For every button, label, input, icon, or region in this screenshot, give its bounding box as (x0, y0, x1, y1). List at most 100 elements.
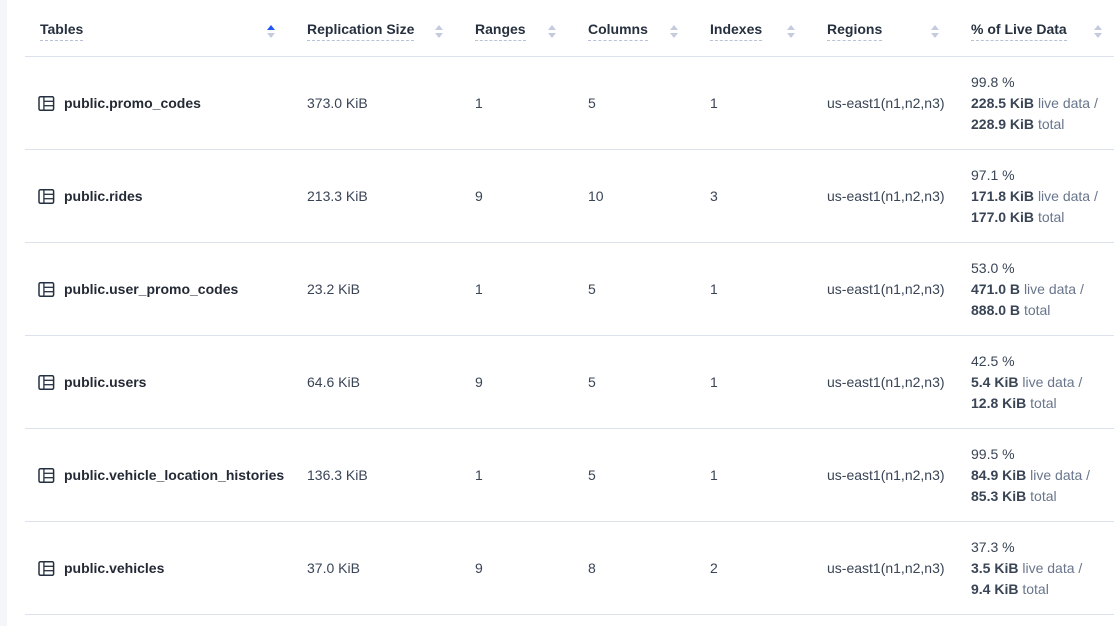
total-size-label: total (1030, 487, 1057, 504)
total-size-line: 12.8 KiB total (971, 393, 1108, 414)
regions-cell: us-east1(n1,n2,n3) (827, 188, 945, 204)
table-name-link[interactable]: public.vehicle_location_histories (64, 467, 285, 483)
total-size-line: 888.0 B total (971, 300, 1108, 321)
total-size-label: total (1037, 115, 1065, 132)
table-row: public.vehicle_location_histories 136.3 … (25, 429, 1114, 522)
ranges-cell: 1 (475, 281, 483, 297)
live-size-line: 228.5 KiB live data / (971, 93, 1108, 114)
table-icon (38, 467, 55, 484)
sort-arrows-icon (435, 24, 443, 38)
sort-arrows-icon (1094, 24, 1102, 38)
column-header-columns[interactable]: Columns (568, 0, 690, 56)
live-percent: 99.5 % (971, 445, 1015, 462)
total-size: 9.4 KiB (971, 580, 1019, 597)
columns-cell: 10 (588, 188, 604, 204)
table-name-link[interactable]: public.promo_codes (64, 95, 201, 111)
table-icon (38, 95, 55, 112)
sort-arrows-icon (548, 24, 556, 38)
column-header-label: Indexes (710, 21, 763, 41)
live-size: 5.4 KiB (971, 373, 1019, 390)
live-size: 3.5 KiB (971, 559, 1019, 576)
indexes-cell: 1 (710, 281, 718, 297)
sort-arrows-icon (931, 24, 939, 38)
regions-cell: us-east1(n1,n2,n3) (827, 281, 945, 297)
live-data-cell: 97.1 % 171.8 KiB live data / 177.0 KiB t… (951, 165, 1114, 228)
sort-arrows-icon (670, 24, 678, 38)
ranges-cell: 1 (475, 95, 483, 111)
live-data-cell: 37.3 % 3.5 KiB live data / 9.4 KiB total (951, 537, 1114, 600)
replication-size-cell: 373.0 KiB (307, 95, 368, 111)
table-name-link[interactable]: public.rides (64, 188, 143, 204)
total-size-label: total (1023, 301, 1051, 318)
table-row: public.rides 213.3 KiB 9 10 3 us-east1(n… (25, 150, 1114, 243)
columns-cell: 5 (588, 95, 596, 111)
total-size-label: total (1037, 208, 1065, 225)
total-size-line: 177.0 KiB total (971, 207, 1108, 228)
table-name-link[interactable]: public.vehicles (64, 560, 165, 576)
total-size: 228.9 KiB (971, 115, 1035, 132)
live-data-cell: 99.8 % 228.5 KiB live data / 228.9 KiB t… (951, 72, 1114, 135)
table-name-cell: public.users (25, 374, 287, 391)
sort-arrows-icon (267, 24, 275, 38)
columns-cell: 5 (588, 467, 596, 483)
sort-arrows-icon (787, 24, 795, 38)
live-percent: 42.5 % (971, 352, 1015, 369)
total-size: 85.3 KiB (971, 487, 1027, 504)
replication-size-cell: 213.3 KiB (307, 188, 368, 204)
column-header-tables[interactable]: Tables (25, 0, 287, 56)
column-header-indexes[interactable]: Indexes (690, 0, 807, 56)
replication-size-cell: 23.2 KiB (307, 281, 360, 297)
indexes-cell: 1 (710, 467, 718, 483)
live-size-line: 171.8 KiB live data / (971, 186, 1108, 207)
regions-cell: us-east1(n1,n2,n3) (827, 95, 945, 111)
regions-cell: us-east1(n1,n2,n3) (827, 467, 945, 483)
column-header-label: Regions (827, 21, 883, 41)
table-row: public.users 64.6 KiB 9 5 1 us-east1(n1,… (25, 336, 1114, 429)
regions-cell: us-east1(n1,n2,n3) (827, 374, 945, 390)
table-name-link[interactable]: public.user_promo_codes (64, 281, 239, 297)
tables-table: Tables Replication Size Ranges Columns I… (25, 0, 1114, 615)
ranges-cell: 9 (475, 188, 483, 204)
live-size-label: live data / (1022, 373, 1083, 390)
column-header-label: Columns (588, 21, 648, 41)
live-size-line: 3.5 KiB live data / (971, 558, 1108, 579)
total-size-label: total (1030, 394, 1057, 411)
live-size-label: live data / (1022, 559, 1083, 576)
table-icon (38, 188, 55, 205)
replication-size-cell: 37.0 KiB (307, 560, 360, 576)
regions-cell: us-east1(n1,n2,n3) (827, 560, 945, 576)
columns-cell: 5 (588, 281, 596, 297)
column-header-label: % of Live Data (971, 21, 1067, 41)
live-size-label: live data / (1023, 280, 1084, 297)
columns-cell: 5 (588, 374, 596, 390)
table-body: public.promo_codes 373.0 KiB 1 5 1 us-ea… (25, 57, 1114, 615)
indexes-cell: 1 (710, 95, 718, 111)
total-size: 12.8 KiB (971, 394, 1027, 411)
live-percent: 53.0 % (971, 259, 1015, 276)
table-name-cell: public.rides (25, 188, 287, 205)
column-header-regions[interactable]: Regions (807, 0, 951, 56)
column-header-label: Tables (40, 21, 84, 41)
live-size: 84.9 KiB (971, 466, 1027, 483)
total-size-label: total (1022, 580, 1049, 597)
live-size-label: live data / (1037, 187, 1098, 204)
table-row: public.vehicles 37.0 KiB 9 8 2 us-east1(… (25, 522, 1114, 615)
column-header-ranges[interactable]: Ranges (455, 0, 568, 56)
live-size-line: 471.0 B live data / (971, 279, 1108, 300)
indexes-cell: 1 (710, 374, 718, 390)
table-name-link[interactable]: public.users (64, 374, 147, 390)
replication-size-cell: 136.3 KiB (307, 467, 368, 483)
table-icon (38, 281, 55, 298)
live-size: 471.0 B (971, 280, 1021, 297)
live-size-line: 5.4 KiB live data / (971, 372, 1108, 393)
table-row: public.user_promo_codes 23.2 KiB 1 5 1 u… (25, 243, 1114, 336)
table-icon (38, 374, 55, 391)
ranges-cell: 9 (475, 560, 483, 576)
table-header: Tables Replication Size Ranges Columns I… (25, 0, 1114, 57)
total-size: 888.0 B (971, 301, 1021, 318)
column-header-replication-size[interactable]: Replication Size (287, 0, 455, 56)
ranges-cell: 1 (475, 467, 483, 483)
replication-size-cell: 64.6 KiB (307, 374, 360, 390)
column-header-live-data[interactable]: % of Live Data (951, 0, 1114, 56)
live-percent: 37.3 % (971, 538, 1015, 555)
